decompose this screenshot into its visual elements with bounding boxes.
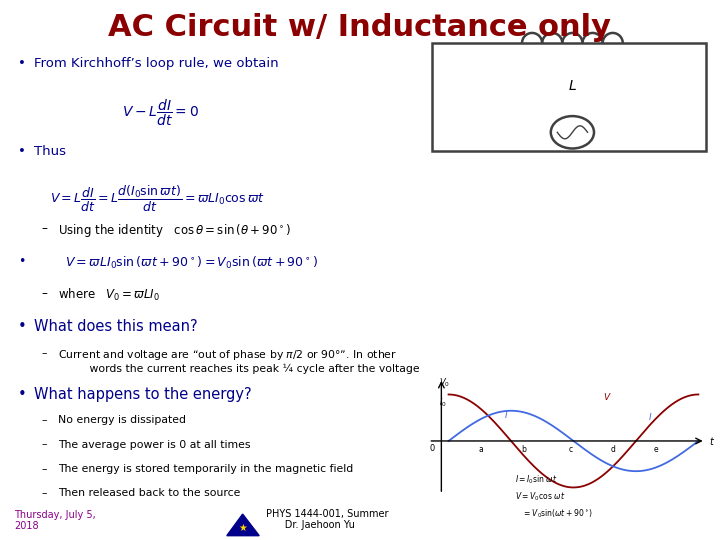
Text: $I_0$: $I_0$	[439, 396, 447, 409]
Text: $t$: $t$	[709, 435, 716, 447]
Text: Thus: Thus	[34, 145, 66, 158]
Text: $V - L\dfrac{dI}{dt} = 0$: $V - L\dfrac{dI}{dt} = 0$	[122, 97, 199, 127]
Text: No energy is dissipated: No energy is dissipated	[58, 415, 186, 426]
Text: $V = L\dfrac{dI}{dt} = L\dfrac{d\left(I_0 \sin \varpi t\right)}{dt} = \varpi L I: $V = L\dfrac{dI}{dt} = L\dfrac{d\left(I_…	[50, 184, 265, 214]
Text: Thursday, July 5,
2018: Thursday, July 5, 2018	[14, 510, 96, 531]
Text: –: –	[42, 415, 48, 426]
Text: $I$: $I$	[503, 409, 508, 420]
Text: $V = \varpi L I_0 \sin\left(\varpi t + 90^\circ\right) = V_0 \sin\left(\varpi t : $V = \varpi L I_0 \sin\left(\varpi t + 9…	[65, 255, 318, 271]
Text: From Kirchhoff’s loop rule, we obtain: From Kirchhoff’s loop rule, we obtain	[34, 57, 279, 70]
Text: •: •	[18, 387, 27, 402]
Text: •: •	[18, 255, 25, 268]
Text: e: e	[654, 446, 658, 454]
Text: $I = I_0\sin\,\omega t$
$V = V_0\cos\,\omega t$
$\quad = V_0\sin(\omega t + 90^\: $I = I_0\sin\,\omega t$ $V = V_0\cos\,\o…	[515, 474, 593, 520]
Text: $V$: $V$	[603, 391, 612, 402]
Text: •: •	[18, 319, 27, 334]
Text: ★: ★	[238, 523, 247, 533]
Text: $L$: $L$	[568, 79, 577, 93]
Text: •: •	[18, 57, 26, 70]
Text: –: –	[42, 287, 48, 300]
Text: The average power is 0 at all times: The average power is 0 at all times	[58, 440, 250, 450]
Text: c: c	[569, 446, 573, 454]
Text: –: –	[42, 440, 48, 450]
Text: a: a	[479, 446, 483, 454]
Text: d: d	[611, 446, 616, 454]
Text: –: –	[42, 222, 48, 235]
Text: What happens to the energy?: What happens to the energy?	[34, 387, 251, 402]
Text: b: b	[521, 446, 526, 454]
Text: What does this mean?: What does this mean?	[34, 319, 197, 334]
Text: $0$: $0$	[429, 442, 436, 453]
Text: PHYS 1444-001, Summer
      Dr. Jaehoon Yu: PHYS 1444-001, Summer Dr. Jaehoon Yu	[266, 509, 389, 530]
Text: Using the identity   $\cos\theta = \sin\left(\theta + 90^\circ\right)$: Using the identity $\cos\theta = \sin\le…	[58, 222, 291, 239]
Text: where   $V_0 = \varpi L I_0$: where $V_0 = \varpi L I_0$	[58, 287, 160, 303]
Text: $I$: $I$	[649, 411, 653, 422]
Text: –: –	[42, 464, 48, 474]
Text: –: –	[42, 348, 48, 359]
Text: AC Circuit w/ Inductance only: AC Circuit w/ Inductance only	[109, 14, 611, 43]
Text: $V_0$: $V_0$	[439, 376, 450, 389]
Text: Then released back to the source: Then released back to the source	[58, 488, 240, 498]
Text: Current and voltage are “out of phase by $\pi$/2 or 90°”. In other
         word: Current and voltage are “out of phase by…	[58, 348, 419, 374]
Polygon shape	[227, 514, 259, 536]
Text: –: –	[42, 488, 48, 498]
Text: •: •	[18, 145, 26, 158]
Text: The energy is stored temporarily in the magnetic field: The energy is stored temporarily in the …	[58, 464, 353, 474]
